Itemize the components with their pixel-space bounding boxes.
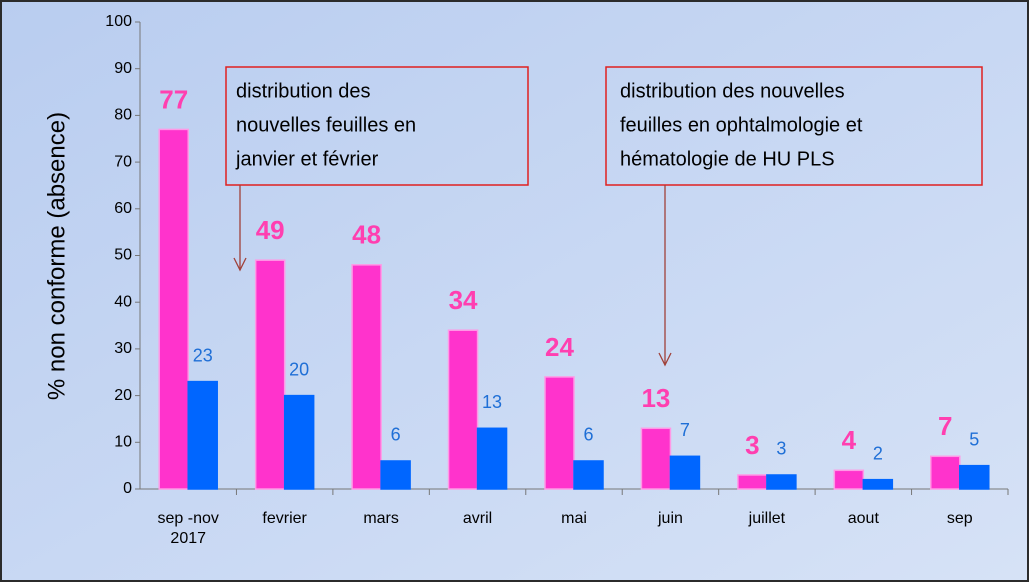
value-label: 13 [641,383,670,413]
value-label: 5 [969,429,979,449]
x-tick-label: mai [561,510,587,527]
value-label: 3 [745,430,759,460]
bar [283,394,315,490]
y-tick-label: 30 [114,340,132,357]
value-label: 7 [680,420,690,440]
annotation-text: janvier et février [235,148,379,170]
bar [737,474,768,490]
bar [476,427,508,490]
annotation-text: nouvelles feuilles en [236,114,416,136]
y-tick-label: 60 [114,200,132,217]
bar [669,455,701,490]
bar [862,478,894,490]
bar [447,329,479,490]
bar [351,264,382,490]
value-label: 13 [482,392,502,412]
bar [187,380,218,490]
y-tick-label: 80 [114,107,132,124]
x-tick-label: juillet [748,510,786,527]
annotation-box [605,66,983,186]
bar [766,474,797,490]
value-label: 48 [352,220,381,250]
bar [640,427,672,490]
x-tick-label: fevrier [262,510,307,527]
bar [959,464,990,490]
y-axis-label: % non conforme (absence) [43,112,70,400]
x-tick-label: sep -nov 2017 [157,510,219,547]
y-tick-label: 70 [114,153,132,170]
y-tick-label: 40 [114,293,132,310]
annotation-text: feuilles en ophtalmologie et [620,114,863,136]
bar [158,128,189,490]
value-label: 24 [545,332,574,362]
value-label: 2 [873,443,883,463]
value-label: 77 [159,84,188,114]
value-label: 4 [842,425,857,455]
value-label: 6 [391,425,401,445]
value-label: 34 [449,285,478,315]
bar [544,376,575,490]
y-tick-label: 20 [114,387,132,404]
value-label: 3 [776,439,786,459]
bar [380,460,411,490]
value-label: 23 [193,345,213,365]
y-tick-label: 10 [114,434,132,451]
y-tick-label: 90 [114,60,132,77]
bar [930,455,961,490]
value-label: 49 [256,215,285,245]
arrow-head [658,352,672,367]
bar [254,259,286,490]
value-label: 20 [289,359,309,379]
x-tick-label: juin [657,510,683,527]
y-tick-label: 0 [123,480,132,497]
x-tick-label: mars [363,510,399,527]
x-tick-label: aout [847,510,879,527]
annotation-box [225,66,529,186]
annotation-text: distribution des [236,80,371,102]
x-tick-label: avril [462,510,493,527]
y-tick-label: 100 [105,13,132,30]
x-tick-label: sep [946,510,973,527]
annotation-text: distribution des nouvelles [620,80,845,102]
bar [573,460,604,490]
y-tick-label: 50 [114,247,132,264]
bar [833,469,865,490]
value-label: 7 [938,411,952,441]
arrow-head [233,257,247,272]
value-label: 6 [583,425,593,445]
annotation-text: hématologie de HU PLS [620,148,835,170]
